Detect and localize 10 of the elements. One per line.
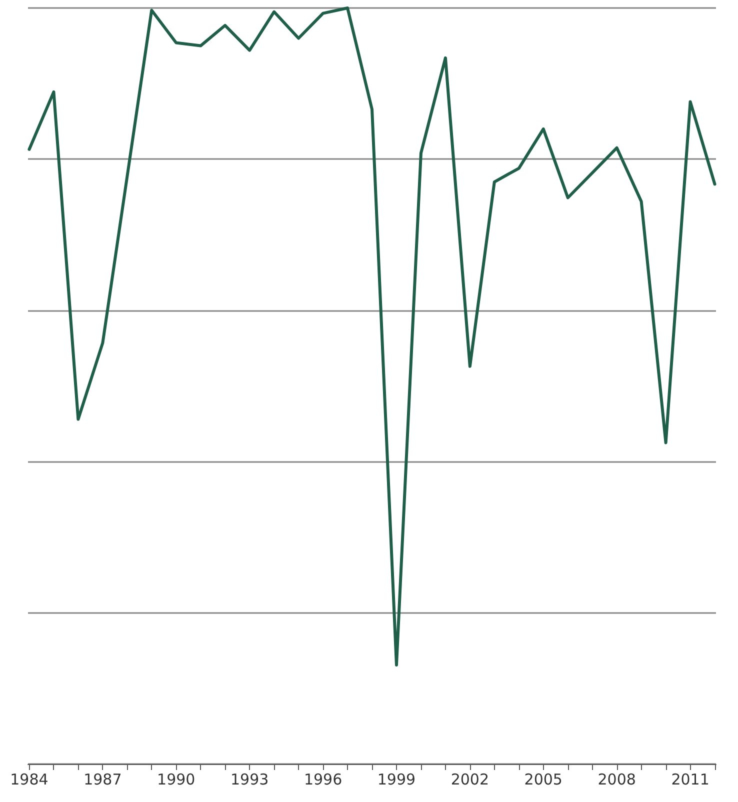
x-tick-label: 1990 [157,770,196,788]
x-tick-label: 1987 [84,770,122,788]
x-tick-label: 1984 [10,770,48,788]
x-tick-label: 2008 [598,770,636,788]
x-tick-label: 1993 [230,770,269,788]
x-tick-label: 1996 [304,770,342,788]
x-tick-label: 2002 [450,770,490,788]
x-tick-label: 1999 [377,770,416,788]
x-tick-label: 2005 [524,770,562,788]
x-tick-label: 2011 [671,770,710,788]
